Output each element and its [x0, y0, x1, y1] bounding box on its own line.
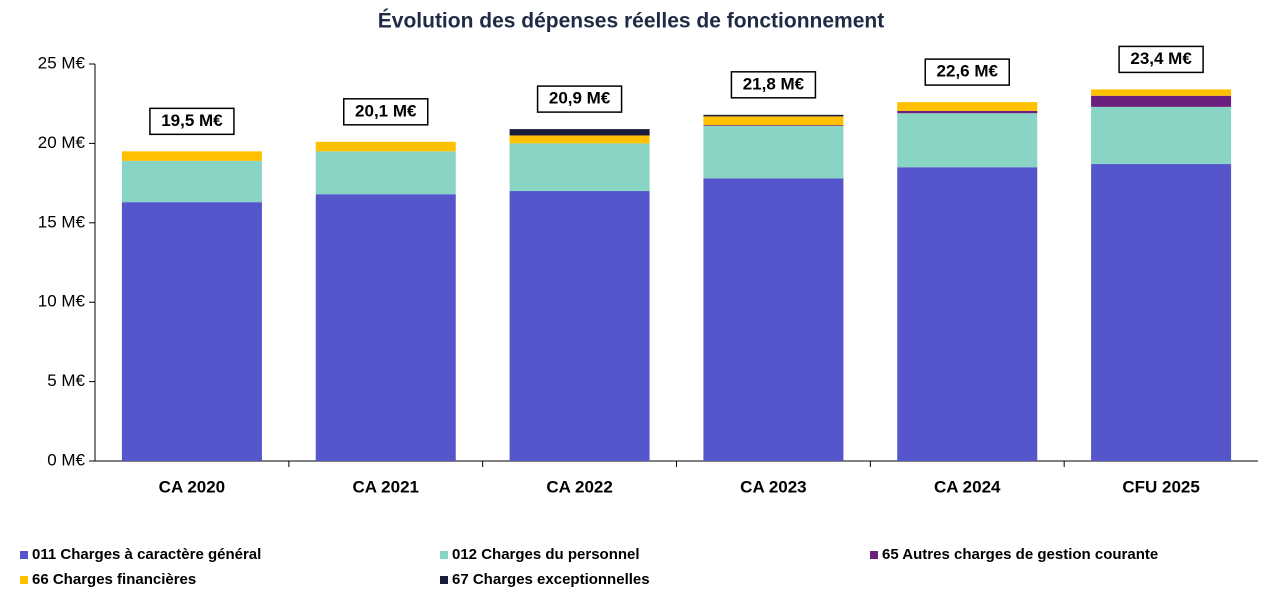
bar-segment	[509, 143, 650, 192]
y-tick-label: 5 M€	[47, 371, 85, 390]
bar-segment	[703, 125, 844, 126]
legend-label: 65 Autres charges de gestion courante	[882, 546, 1158, 563]
bar-segment	[897, 102, 1038, 111]
total-label: 20,1 M€	[355, 101, 417, 120]
bar-segment	[703, 178, 844, 461]
bar-segment	[897, 110, 1038, 114]
total-label-box	[1118, 45, 1204, 74]
x-tick-label: CA 2024	[934, 477, 1001, 496]
bar-segment	[121, 202, 262, 461]
bar-segment	[897, 113, 1038, 168]
bar-segment	[315, 194, 456, 461]
x-tick-label: CA 2020	[159, 477, 225, 496]
bar-segment	[509, 191, 650, 462]
bar-segment	[1091, 106, 1232, 165]
total-label-box	[149, 107, 235, 136]
total-label: 23,4 M€	[1130, 49, 1192, 68]
y-tick-label: 20 M€	[38, 133, 86, 152]
total-label-box	[730, 71, 817, 99]
bar-segment	[509, 129, 650, 136]
total-label: 20,9 M€	[549, 89, 611, 108]
total-label: 21,8 M€	[743, 74, 805, 93]
bar-segment	[703, 125, 844, 179]
legend-swatch	[20, 551, 28, 559]
legend-swatch	[440, 551, 448, 559]
bar-segment	[509, 135, 650, 144]
legend-label: 66 Charges financières	[32, 571, 196, 588]
x-tick-label: CA 2023	[740, 477, 806, 496]
y-tick-label: 10 M€	[38, 292, 86, 311]
chart-title: Évolution des dépenses réelles de foncti…	[378, 10, 884, 33]
bar-segment	[315, 151, 456, 195]
bar-segment	[897, 167, 1038, 461]
bar-segment	[703, 114, 844, 117]
x-tick-label: CA 2022	[546, 477, 612, 496]
legend-label: 011 Charges à caractère général	[32, 546, 261, 563]
y-tick-label: 0 M€	[47, 450, 85, 469]
bar-segment	[703, 116, 844, 126]
bar-segment	[121, 151, 262, 161]
legend-swatch	[870, 551, 878, 559]
x-tick-label: CA 2021	[353, 477, 419, 496]
bar-segment	[1091, 95, 1232, 107]
total-label-box	[343, 98, 429, 126]
bar-segment	[1091, 164, 1232, 461]
x-tick-label: CFU 2025	[1122, 477, 1199, 496]
bar-segment	[1091, 89, 1232, 96]
legend-swatch	[20, 576, 28, 584]
y-tick-label: 15 M€	[38, 212, 86, 231]
legend-label: 67 Charges exceptionnelles	[452, 571, 650, 588]
legend-swatch	[440, 576, 448, 584]
total-label: 22,6 M€	[937, 62, 999, 81]
bar-segment	[121, 160, 262, 203]
total-label: 19,5 M€	[161, 111, 223, 130]
bar-segment	[315, 141, 456, 152]
total-label-box	[536, 85, 623, 113]
legend-label: 012 Charges du personnel	[452, 546, 640, 563]
total-label-box	[924, 58, 1010, 86]
y-tick-label: 25 M€	[38, 53, 86, 72]
